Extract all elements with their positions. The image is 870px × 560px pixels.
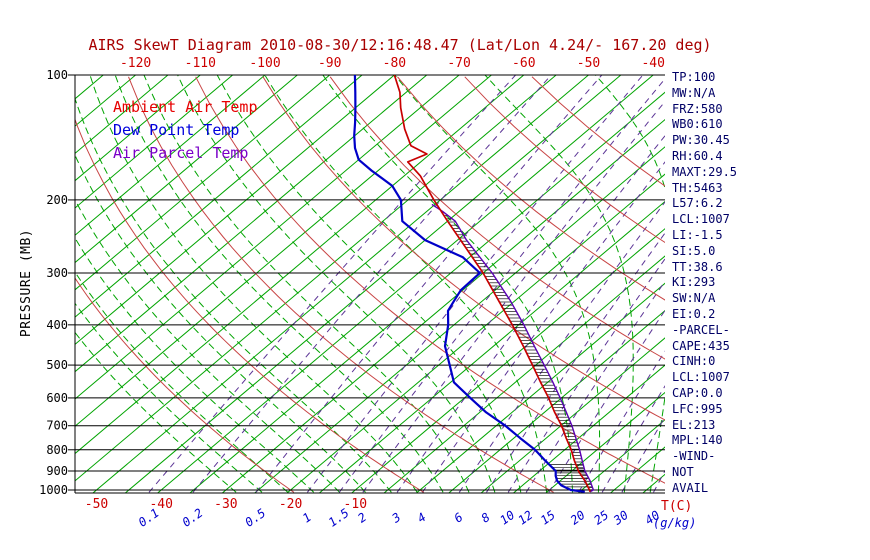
stats-line: LCL:1007 [672, 212, 730, 227]
stats-line: MAXT:29.5 [672, 164, 738, 179]
top-temp-tick-label: -40 [641, 56, 664, 71]
legend-ambient-air-temp: Ambient Air Temp [113, 98, 258, 116]
pressure-tick-label: 900 [46, 464, 68, 478]
top-temp-tick-label: -80 [383, 56, 406, 71]
stats-line: RH:60.4 [672, 148, 723, 163]
top-temp-tick-label: -100 [249, 56, 280, 71]
top-temp-tick-label: -60 [512, 56, 535, 71]
mixing-ratio-tick-label: 8 [479, 510, 493, 526]
pressure-tick-label: 200 [46, 193, 68, 207]
stats-line: WB0:610 [672, 117, 723, 132]
stats-line: MW:N/A [672, 85, 716, 100]
stats-line: LI:-1.5 [672, 227, 723, 242]
parcel-temp-curve [431, 203, 595, 493]
mixing-ratio-grid [148, 75, 665, 493]
pressure-axis-labels: 100 200 300 400 500 600 700 800 900 1000 [39, 68, 68, 497]
top-temp-tick-label: -50 [577, 56, 600, 71]
stats-line: TT:38.6 [672, 259, 723, 274]
stats-line: EI:0.2 [672, 306, 716, 321]
dew-point-curve [353, 75, 585, 493]
bottom-temp-tick-label: -20 [279, 497, 302, 512]
stats-line: -WIND- [672, 449, 716, 464]
pressure-tick-label: 600 [46, 391, 68, 405]
pressure-tick-label: 100 [46, 68, 68, 82]
mixing-ratio-tick-label: 4 [415, 510, 429, 526]
stats-line: EL:213 [672, 417, 716, 432]
stats-line: NOT [672, 464, 694, 479]
mixing-unit-label: (g/kg) [653, 516, 696, 530]
pressure-tick-label: 300 [46, 266, 68, 280]
pressure-tick-label: 800 [46, 443, 68, 457]
temp-unit-label: T(C) [661, 499, 692, 514]
bottom-temp-tick-label: -40 [149, 497, 172, 512]
mixing-ratio-tick-label: 10 [497, 508, 517, 528]
stats-line: L57:6.2 [672, 196, 723, 211]
moist-adiabat-grid [75, 75, 665, 493]
top-temp-tick-label: -110 [185, 56, 216, 71]
bottom-temp-tick-label: -30 [214, 497, 237, 512]
stats-line: TP:100 [672, 70, 716, 84]
pressure-tick-label: 500 [46, 358, 68, 372]
stats-line: PW:30.45 [672, 133, 730, 148]
stats-line: FRZ:580 [672, 101, 723, 116]
top-temp-tick-label: -70 [447, 56, 470, 71]
mixing-ratio-tick-label: 1 [300, 510, 314, 526]
stats-line: -PARCEL- [672, 322, 730, 337]
mixing-ratio-tick-label: 0.5 [243, 506, 269, 530]
mixing-ratio-tick-label: 2 [355, 510, 369, 526]
stats-line: SW:N/A [672, 291, 716, 306]
stats-line: LCL:1007 [672, 370, 730, 385]
top-temp-axis-labels: -120 -110 -100 -90 -80 -70 -60 -50 -40 [120, 56, 665, 71]
stats-line: CAPE:435 [672, 338, 730, 353]
pressure-tick-label: 400 [46, 318, 68, 332]
mixing-ratio-tick-label: 0.2 [180, 506, 206, 530]
stats-line: SI:5.0 [672, 243, 716, 258]
pressure-tick-label: 1000 [39, 483, 68, 497]
mixing-ratio-tick-label: 40 [642, 508, 662, 528]
top-temp-tick-label: -90 [318, 56, 341, 71]
mixing-ratio-tick-label: 30 [610, 508, 631, 528]
pressure-tick-label: 700 [46, 419, 68, 433]
pressure-gridlines [68, 74, 665, 494]
mixing-ratio-tick-label: 12 [515, 508, 535, 528]
bottom-temp-tick-label: -10 [344, 497, 367, 512]
legend-air-parcel-temp: Air Parcel Temp [113, 144, 249, 162]
stats-panel: TP:100 MW:N/A FRZ:580 WB0:610 PW:30.45 RH:60.… [672, 70, 737, 497]
stats-line: KI:293 [672, 275, 716, 290]
mixing-ratio-tick-label: 6 [452, 510, 466, 526]
top-temp-tick-label: -120 [120, 56, 151, 71]
stats-line: TH:5463 [672, 180, 723, 195]
mixing-ratio-tick-label: 15 [538, 508, 558, 528]
mixing-ratio-tick-label: 20 [568, 508, 588, 528]
mixing-ratio-tick-label: 3 [389, 510, 404, 526]
stats-line: CAP:0.0 [672, 385, 723, 400]
dry-adiabat-grid [75, 76, 665, 493]
bottom-temp-tick-label: -50 [85, 497, 108, 512]
stats-line: AVAIL [672, 480, 709, 495]
stats-line: MPL:140 [672, 433, 723, 448]
bottom-temp-axis-labels: -50 -40 -30 -20 -10 [85, 497, 367, 512]
chart-title: AIRS SkewT Diagram 2010-08-30/12:16:48.4… [88, 36, 712, 54]
mixing-ratio-tick-label: 25 [591, 508, 611, 528]
stats-line: LFC:995 [672, 401, 723, 416]
legend-dew-point-temp: Dew Point Temp [113, 121, 240, 139]
ambient-temp-curve [393, 75, 591, 493]
sounding-curves [353, 75, 595, 493]
pressure-axis-title: PRESSURE (MB) [19, 229, 34, 337]
stats-line: CINH:0 [672, 354, 716, 369]
